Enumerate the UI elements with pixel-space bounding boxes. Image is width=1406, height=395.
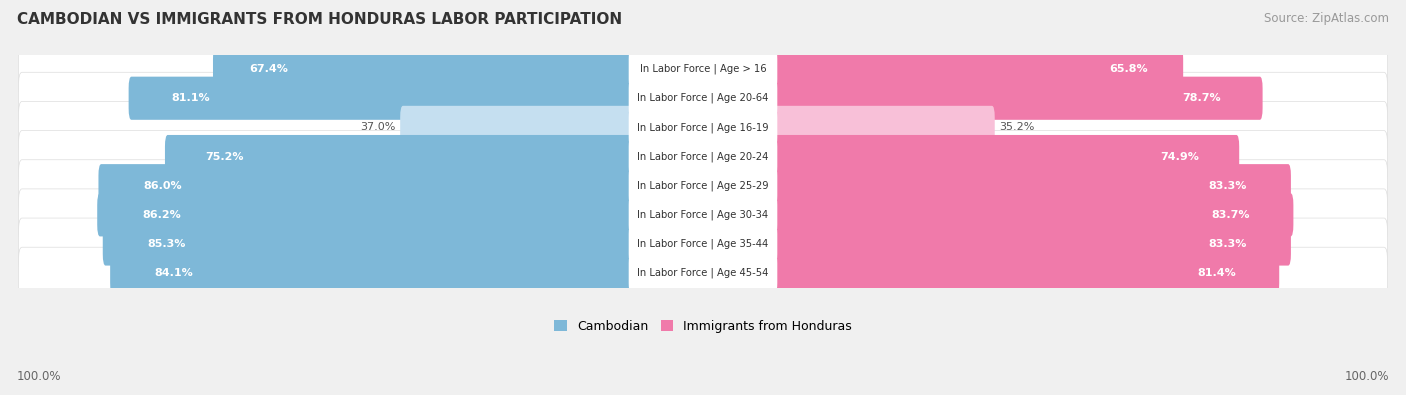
Text: 84.1%: 84.1%	[155, 268, 193, 278]
Text: 75.2%: 75.2%	[205, 152, 243, 162]
FancyBboxPatch shape	[18, 160, 1388, 212]
Text: In Labor Force | Age 20-64: In Labor Force | Age 20-64	[637, 93, 769, 103]
Text: 35.2%: 35.2%	[998, 122, 1035, 132]
FancyBboxPatch shape	[772, 135, 1239, 178]
Text: 86.0%: 86.0%	[143, 181, 183, 191]
Text: In Labor Force | Age 30-34: In Labor Force | Age 30-34	[637, 210, 769, 220]
FancyBboxPatch shape	[165, 135, 634, 178]
FancyBboxPatch shape	[98, 164, 634, 207]
FancyBboxPatch shape	[18, 247, 1388, 299]
Text: 67.4%: 67.4%	[249, 64, 288, 74]
FancyBboxPatch shape	[772, 222, 1291, 265]
Text: 86.2%: 86.2%	[142, 210, 181, 220]
FancyBboxPatch shape	[18, 131, 1388, 182]
FancyBboxPatch shape	[628, 254, 778, 292]
Text: In Labor Force | Age 25-29: In Labor Force | Age 25-29	[637, 181, 769, 191]
FancyBboxPatch shape	[772, 47, 1184, 90]
Text: In Labor Force | Age 20-24: In Labor Force | Age 20-24	[637, 151, 769, 162]
FancyBboxPatch shape	[18, 102, 1388, 153]
FancyBboxPatch shape	[628, 51, 778, 88]
FancyBboxPatch shape	[212, 47, 634, 90]
Text: 78.7%: 78.7%	[1182, 93, 1220, 103]
FancyBboxPatch shape	[772, 77, 1263, 120]
Text: 65.8%: 65.8%	[1109, 64, 1147, 74]
Text: 83.3%: 83.3%	[1209, 239, 1247, 249]
Text: In Labor Force | Age 45-54: In Labor Force | Age 45-54	[637, 268, 769, 278]
FancyBboxPatch shape	[772, 106, 994, 149]
FancyBboxPatch shape	[18, 43, 1388, 95]
FancyBboxPatch shape	[103, 222, 634, 265]
FancyBboxPatch shape	[18, 218, 1388, 270]
FancyBboxPatch shape	[110, 252, 634, 295]
Text: In Labor Force | Age > 16: In Labor Force | Age > 16	[640, 64, 766, 74]
Text: 100.0%: 100.0%	[1344, 370, 1389, 383]
FancyBboxPatch shape	[628, 138, 778, 175]
Text: 81.1%: 81.1%	[172, 93, 209, 103]
Text: 85.3%: 85.3%	[148, 239, 186, 249]
Text: 100.0%: 100.0%	[17, 370, 62, 383]
Text: In Labor Force | Age 35-44: In Labor Force | Age 35-44	[637, 239, 769, 249]
FancyBboxPatch shape	[772, 164, 1291, 207]
FancyBboxPatch shape	[18, 72, 1388, 124]
FancyBboxPatch shape	[97, 193, 634, 237]
FancyBboxPatch shape	[628, 167, 778, 204]
Text: 81.4%: 81.4%	[1198, 268, 1236, 278]
Text: 37.0%: 37.0%	[361, 122, 396, 132]
FancyBboxPatch shape	[772, 193, 1294, 237]
Text: 83.7%: 83.7%	[1211, 210, 1250, 220]
FancyBboxPatch shape	[628, 225, 778, 263]
Legend: Cambodian, Immigrants from Honduras: Cambodian, Immigrants from Honduras	[554, 320, 852, 333]
FancyBboxPatch shape	[628, 109, 778, 146]
FancyBboxPatch shape	[628, 196, 778, 233]
Text: 74.9%: 74.9%	[1161, 152, 1199, 162]
FancyBboxPatch shape	[18, 189, 1388, 241]
Text: In Labor Force | Age 16-19: In Labor Force | Age 16-19	[637, 122, 769, 133]
FancyBboxPatch shape	[772, 252, 1279, 295]
Text: 83.3%: 83.3%	[1209, 181, 1247, 191]
FancyBboxPatch shape	[401, 106, 634, 149]
FancyBboxPatch shape	[128, 77, 634, 120]
Text: Source: ZipAtlas.com: Source: ZipAtlas.com	[1264, 12, 1389, 25]
FancyBboxPatch shape	[628, 79, 778, 117]
Text: CAMBODIAN VS IMMIGRANTS FROM HONDURAS LABOR PARTICIPATION: CAMBODIAN VS IMMIGRANTS FROM HONDURAS LA…	[17, 12, 621, 27]
